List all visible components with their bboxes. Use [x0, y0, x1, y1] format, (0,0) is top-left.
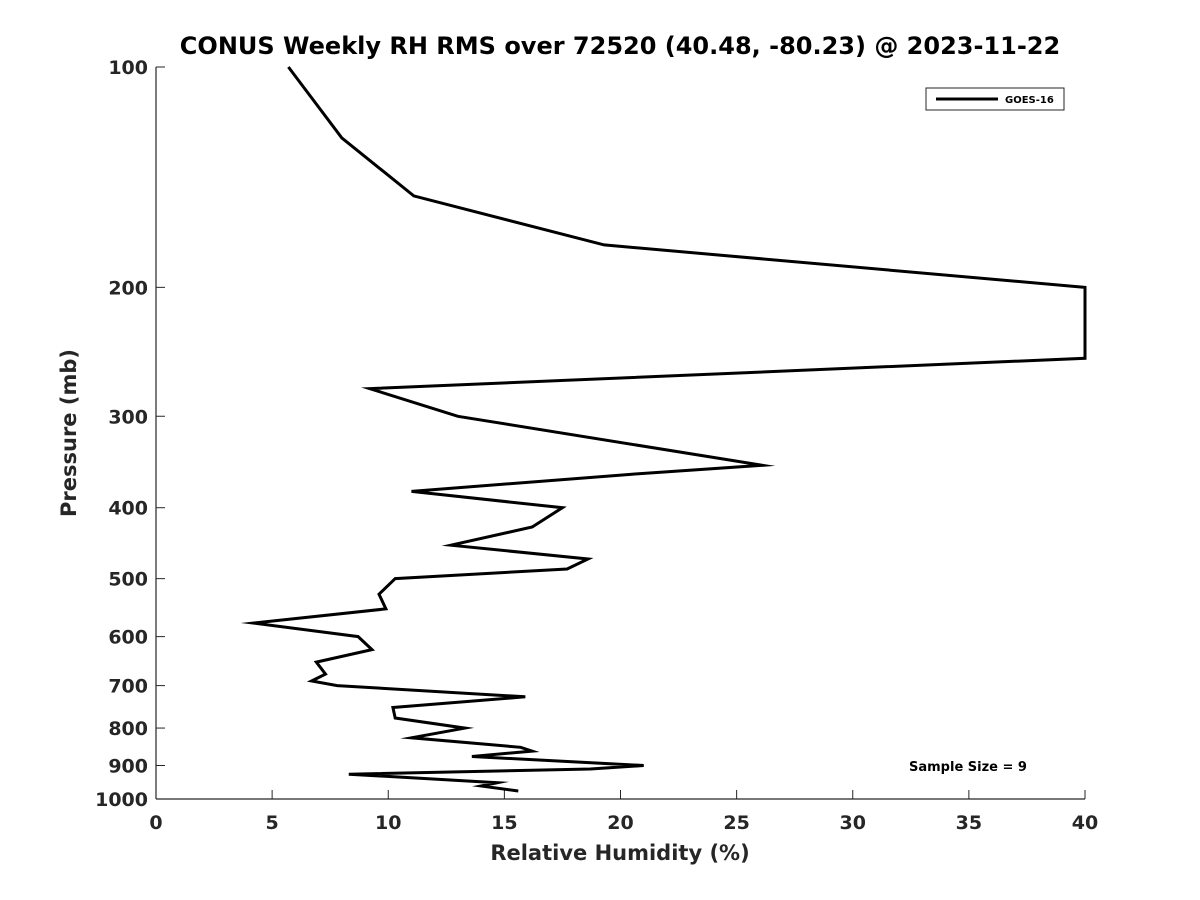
y-tick-label: 700 — [108, 676, 148, 698]
legend-label-goes-16: GOES-16 — [1005, 95, 1054, 106]
x-axis-label: Relative Humidity (%) — [490, 841, 749, 865]
y-tick-label: 100 — [108, 57, 148, 79]
x-tick-label: 40 — [1072, 812, 1098, 834]
y-tick-label: 400 — [108, 498, 148, 520]
legend: GOES-16 — [925, 87, 1065, 111]
y-tick-label: 900 — [108, 756, 148, 778]
sample-size-annotation: Sample Size = 9 — [909, 760, 1027, 775]
x-tick-label: 20 — [607, 812, 633, 834]
chart-title: CONUS Weekly RH RMS over 72520 (40.48, -… — [180, 32, 1060, 60]
x-tick-label: 10 — [375, 812, 401, 834]
y-axis-label: Pressure (mb) — [57, 349, 81, 517]
plot-area — [240, 66, 1087, 793]
y-tick-label: 500 — [108, 569, 148, 591]
x-tick-label: 0 — [149, 812, 162, 834]
x-tick-label: 25 — [723, 812, 749, 834]
series-line-goes-16 — [240, 66, 1087, 793]
axes: 0 5 10 15 20 25 30 35 40 100 200 300 400 500 600 700 800… — [95, 57, 1098, 834]
y-tick-label: 800 — [108, 718, 148, 740]
x-tick-label: 35 — [956, 812, 982, 834]
y-tick-label: 200 — [108, 277, 148, 299]
y-tick-label: 600 — [108, 627, 148, 649]
y-tick-label: 300 — [108, 406, 148, 428]
x-tick-label: 5 — [266, 812, 279, 834]
y-tick-label: 1000 — [95, 789, 148, 811]
x-tick-label: 15 — [491, 812, 517, 834]
x-tick-label: 30 — [840, 812, 866, 834]
